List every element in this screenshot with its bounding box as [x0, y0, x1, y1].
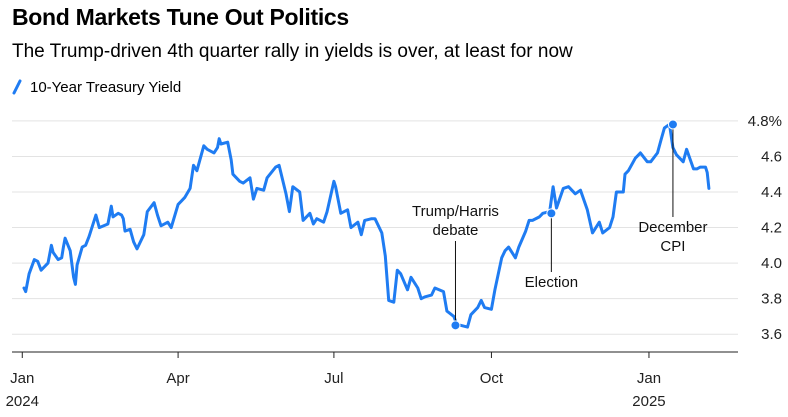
annotation-label: Trump/Harris: [412, 203, 499, 220]
x-tick-year-label: 2025: [632, 393, 665, 410]
x-tick-label: Jan: [10, 370, 34, 387]
chart-subtitle: The Trump-driven 4th quarter rally in yi…: [12, 41, 573, 62]
annotation-marker: [667, 119, 678, 130]
y-tick-label: 4.0: [761, 255, 782, 272]
legend-label: 10-Year Treasury Yield: [30, 78, 182, 96]
x-tick-label: Apr: [166, 370, 189, 387]
annotation-label: Election: [525, 274, 578, 291]
y-tick-label: 4.4: [761, 184, 782, 201]
x-tick-label: Jul: [324, 370, 343, 387]
annotation-marker: [450, 320, 461, 331]
series-line: [22, 122, 711, 329]
y-tick-label: 3.8: [761, 291, 782, 308]
x-tick-label: Oct: [480, 370, 504, 387]
annotation-label: December: [638, 219, 707, 236]
y-tick-label: 4.8%: [748, 113, 782, 130]
chart-legend: 10-Year Treasury Yield: [12, 76, 181, 98]
legend-swatch-icon: [12, 79, 22, 95]
annotation-marker: [546, 208, 557, 219]
chart-title: Bond Markets Tune Out Politics: [12, 4, 349, 30]
x-tick-label: Jan: [637, 370, 661, 387]
x-tick-year-label: 2024: [6, 393, 39, 410]
y-tick-label: 4.2: [761, 220, 782, 237]
y-tick-label: 3.6: [761, 326, 782, 343]
annotation-label: debate: [433, 222, 479, 239]
annotation-label: CPI: [660, 238, 685, 255]
y-tick-label: 4.6: [761, 148, 782, 165]
